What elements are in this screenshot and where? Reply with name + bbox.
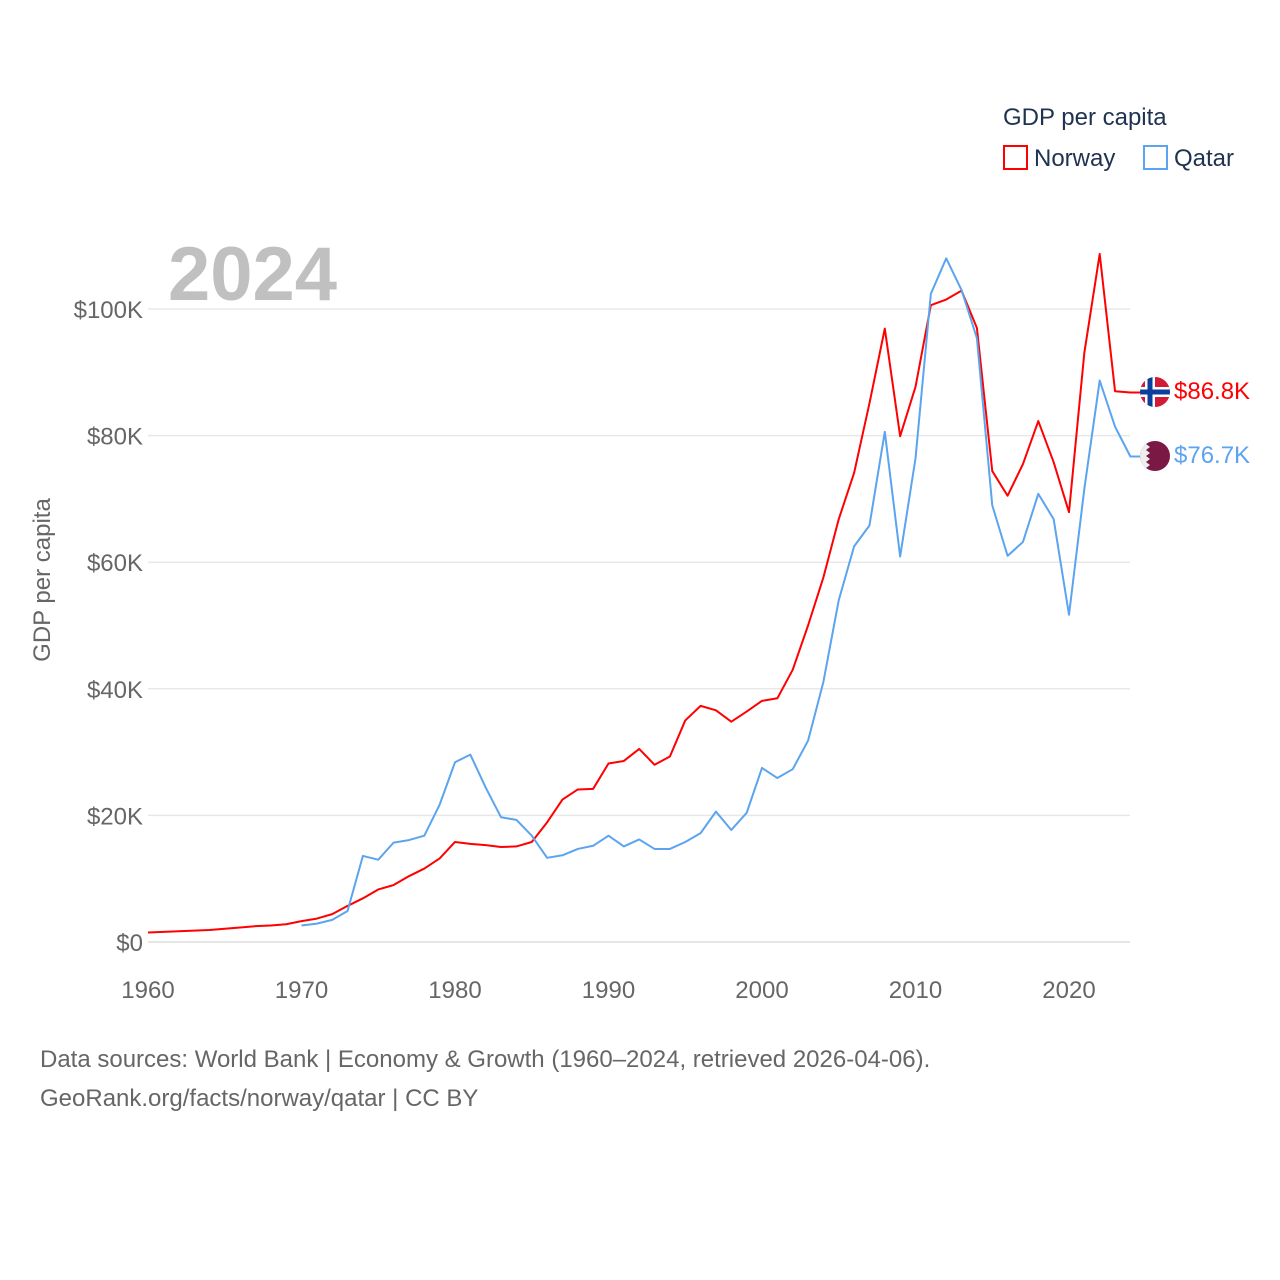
x-tick-label: 2000: [735, 977, 788, 1004]
year-watermark: 2024: [168, 232, 337, 317]
legend-label-qatar: Qatar: [1174, 145, 1234, 172]
legend-swatch-qatar: [1143, 145, 1168, 170]
y-tick-label: $0: [116, 930, 143, 957]
qatar-flag-icon: [1140, 441, 1170, 471]
y-tick-label: $100K: [74, 297, 143, 324]
x-tick-label: 1960: [121, 977, 174, 1004]
x-tick-label: 2010: [889, 977, 942, 1004]
y-tick-label: $80K: [87, 424, 143, 451]
y-axis-label: GDP per capita: [29, 498, 56, 662]
legend-label-norway: Norway: [1034, 145, 1115, 172]
legend-item-qatar[interactable]: Qatar: [1143, 145, 1234, 172]
legend-swatch-norway: [1003, 145, 1028, 170]
x-tick-label: 1980: [428, 977, 481, 1004]
norway-flag-icon: [1140, 377, 1170, 407]
legend-item-norway[interactable]: Norway: [1003, 145, 1115, 172]
qatar-end-label: $76.7K: [1174, 442, 1250, 469]
norway-end-label: $86.8K: [1174, 378, 1250, 405]
series-line-qatar: [301, 257, 1140, 927]
series-line-norway: [147, 252, 1140, 934]
y-tick-label: $20K: [87, 803, 143, 830]
legend-title: GDP per capita: [1003, 104, 1167, 131]
x-tick-label: 2020: [1042, 977, 1095, 1004]
x-tick-label: 1970: [275, 977, 328, 1004]
y-tick-label: $40K: [87, 677, 143, 704]
footer-sources: Data sources: World Bank | Economy & Gro…: [40, 1046, 931, 1073]
y-tick-label: $60K: [87, 550, 143, 577]
footer-attribution[interactable]: GeoRank.org/facts/norway/qatar | CC BY: [40, 1085, 479, 1112]
x-tick-label: 1990: [582, 977, 635, 1004]
